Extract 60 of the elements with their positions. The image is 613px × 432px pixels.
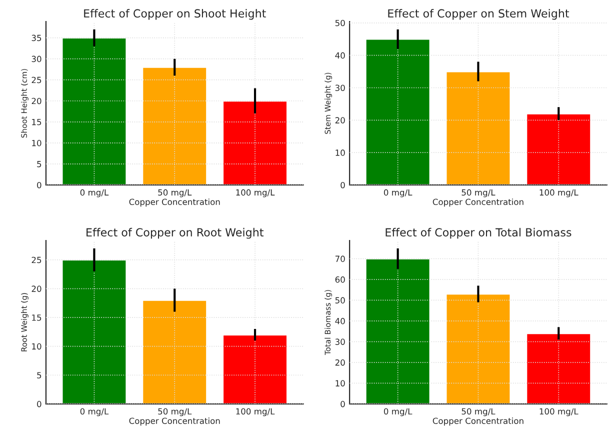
x-axis-title: Copper Concentration	[129, 418, 220, 426]
x-tick-label: 0 mg/L	[384, 408, 412, 416]
y-tick-label: 30	[32, 56, 42, 62]
y-tick-label: 20	[32, 98, 42, 104]
x-tick-label: 100 mg/L	[236, 408, 275, 416]
y-tick-label: 25	[32, 76, 42, 84]
bar	[364, 258, 431, 404]
bar	[222, 100, 288, 185]
y-tick-label: 0	[37, 400, 42, 408]
bar	[61, 37, 128, 185]
x-tick-label: 0 mg/L	[80, 189, 109, 198]
y-tick-label: 30	[335, 338, 345, 345]
y-tick-label: 10	[336, 380, 345, 386]
y-tick-label: 5	[37, 161, 42, 168]
y-tick-label: 50	[335, 20, 345, 26]
bar	[364, 38, 431, 185]
x-tick-label: 50 mg/L	[158, 408, 192, 416]
y-tick-label: 30	[335, 84, 345, 92]
x-tick-label: 0 mg/L	[80, 408, 109, 416]
y-tick-label: 10	[32, 140, 42, 146]
y-tick-label: 10	[32, 343, 42, 350]
x-axis-title: Copper Concentration	[432, 198, 524, 207]
chart-title: Effect of Copper on Stem Weight	[388, 8, 570, 20]
x-axis-title: Copper Concentration	[129, 198, 220, 207]
y-tick-label: 40	[335, 318, 345, 324]
bar	[445, 293, 512, 404]
y-tick-label: 0	[37, 182, 42, 188]
chart-title: Effect of Copper on Root Weight	[86, 228, 264, 239]
x-axis-title: Copper Concentration	[432, 418, 524, 426]
x-tick-label: 50 mg/L	[462, 189, 496, 198]
x-tick-label: 100 mg/L	[540, 408, 578, 416]
bar	[445, 70, 512, 185]
y-tick-label: 60	[335, 276, 345, 283]
y-tick-label: 5	[37, 372, 42, 378]
y-tick-label: 40	[335, 52, 345, 59]
x-tick-label: 100 mg/L	[540, 189, 578, 198]
y-tick-label: 20	[32, 286, 42, 292]
bar	[222, 334, 288, 404]
y-tick-label: 25	[32, 256, 42, 264]
y-tick-label: 0	[340, 182, 345, 188]
x-tick-label: 50 mg/L	[462, 408, 496, 416]
chart-title: Effect of Copper on Total Biomass	[386, 228, 572, 239]
y-tick-label: 20	[335, 117, 345, 124]
y-tick-label: 15	[32, 314, 42, 321]
y-tick-label: 70	[335, 256, 345, 262]
bar	[142, 299, 208, 404]
x-tick-label: 50 mg/L	[158, 189, 192, 198]
bar	[142, 66, 208, 185]
bar	[526, 332, 592, 404]
x-tick-label: 100 mg/L	[236, 189, 275, 198]
bar	[526, 112, 592, 185]
chart-title: Effect of Copper on Shoot Height	[84, 8, 266, 20]
y-tick-label: 15	[32, 118, 42, 126]
bar	[61, 259, 128, 404]
y-tick-label: 35	[32, 34, 42, 42]
y-tick-label: 10	[336, 150, 345, 156]
y-tick-label: 50	[335, 297, 345, 304]
y-tick-label: 20	[335, 359, 345, 366]
x-tick-label: 0 mg/L	[384, 189, 412, 198]
y-tick-label: 0	[340, 400, 345, 408]
